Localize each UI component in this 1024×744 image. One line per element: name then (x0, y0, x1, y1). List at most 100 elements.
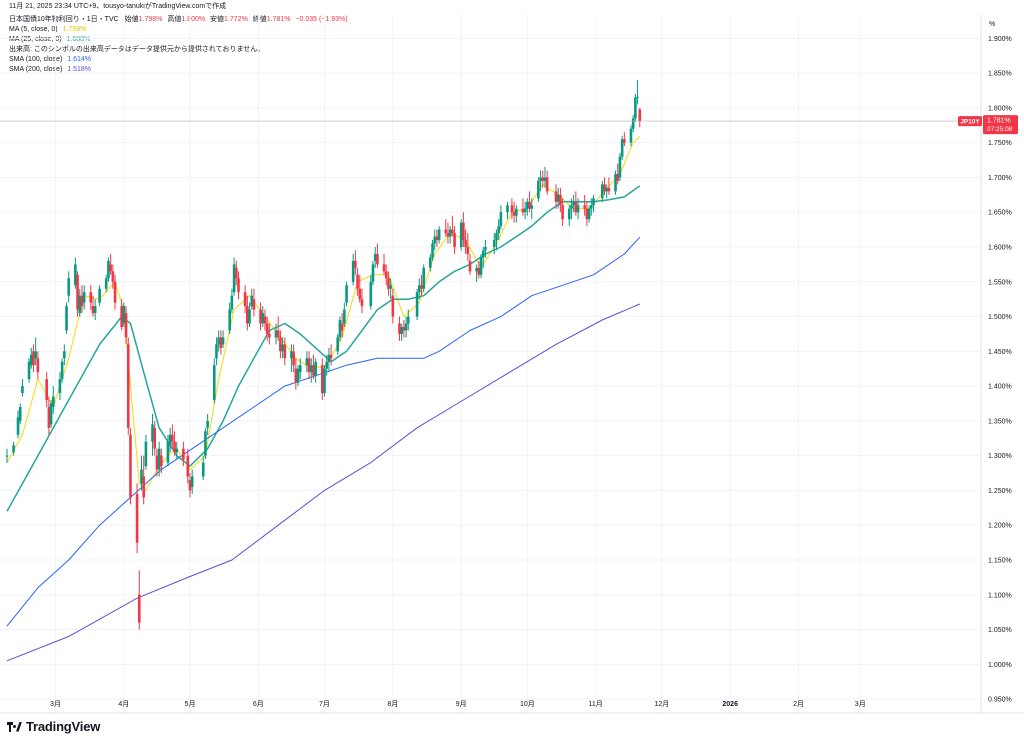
candle-body (283, 344, 287, 359)
candle-body (137, 594, 141, 623)
candle-body (65, 306, 68, 331)
candle-body (327, 354, 331, 362)
candle-body (243, 292, 247, 307)
indicator-line (6, 136, 641, 491)
candle-body (235, 267, 238, 279)
candle-body (389, 285, 392, 289)
candle-body (263, 316, 267, 324)
indicator-ma25[interactable]: MA (25, close, 0) 1.688% (9, 35, 90, 44)
candle-body (468, 260, 472, 272)
y-tick-label: 1.550% (988, 279, 1012, 286)
candle-body (268, 333, 271, 338)
candle-body (462, 222, 465, 241)
symbol-legend[interactable]: 日本国債10年物利回り・1日・TVC 始値1.798% 高値1.800% 安値1… (9, 15, 348, 24)
candle-body (186, 455, 190, 477)
candle-body (559, 194, 562, 206)
candle-body (82, 292, 86, 303)
last-price-tag (983, 115, 1018, 135)
candle-body (135, 493, 139, 543)
x-tick-label: 6月 (253, 700, 264, 708)
candle-body (404, 323, 408, 331)
y-tick-label: 1.650% (988, 210, 1012, 217)
tradingview-logo[interactable]: TradingView (7, 719, 100, 734)
close-label: 終値 (252, 16, 267, 23)
last-price-overlay: JP10Y 1.781%07:25:08 (0, 115, 1018, 135)
candle-body (217, 337, 220, 345)
indicator-ma5[interactable]: MA (5, close, 0) 1.759% (9, 25, 86, 34)
candle-body (373, 253, 377, 261)
candle-body (16, 417, 20, 435)
tradingview-logo-icon (7, 721, 22, 732)
candle-body (129, 434, 132, 498)
candle-body (583, 205, 586, 209)
y-tick-label: 1.750% (988, 140, 1012, 147)
candle-body (188, 480, 192, 491)
candle-body (589, 205, 593, 209)
y-tick-label: 1.600% (988, 245, 1012, 252)
candle-body (601, 184, 604, 199)
bar-countdown: 07:25:08 (987, 126, 1013, 133)
created-text: 11月 21, 2025 23:34 UTC+9、tousyo-tanukiがT… (9, 3, 227, 10)
grid (0, 14, 981, 713)
y-tick-label: 1.100% (988, 592, 1012, 599)
last-price-value: 1.781% (987, 118, 1011, 125)
low-value: 1.772% (224, 16, 248, 23)
candle-body (52, 396, 55, 407)
candle-body (466, 247, 470, 254)
candle-body (638, 109, 642, 122)
candle-body (574, 201, 578, 213)
candle-body (629, 128, 633, 143)
candle-body (182, 448, 185, 460)
candle-body (122, 306, 126, 324)
candle-body (18, 406, 22, 421)
candle-body (429, 257, 432, 268)
candle-body (144, 441, 148, 467)
candle-body (221, 337, 225, 345)
x-tick-label: 9月 (456, 700, 467, 708)
candle-body (530, 205, 534, 209)
candle-body (464, 240, 467, 247)
candle-body (201, 462, 205, 477)
indicator-line (6, 185, 641, 512)
candle-body (420, 285, 423, 289)
candle-body (510, 205, 514, 213)
candle-body (415, 292, 419, 317)
candle-body (261, 313, 265, 324)
axes: % 0.950% 1.000% 1.050% 1.100% 1.150% 1.200% 1.… (0, 14, 1024, 714)
candle-body (545, 177, 549, 192)
candle-body (58, 379, 62, 394)
candle-body (309, 365, 313, 373)
y-tick-label: 1.050% (988, 627, 1012, 634)
candle-body (237, 278, 240, 293)
candle-body (274, 330, 278, 338)
candle-body (265, 323, 269, 334)
chart-created-line: 11月 21, 2025 23:34 UTC+9、tousyo-tanukiがT… (9, 2, 226, 11)
candle-body (292, 351, 295, 366)
candle-body (422, 267, 426, 289)
candle-body (215, 344, 218, 359)
indicator-value: 1.688% (66, 36, 91, 43)
candle-body (495, 233, 498, 241)
candle-body (5, 455, 9, 457)
candle-body (279, 337, 282, 352)
indicator-sma100[interactable]: SMA (100, close) 1.614% (9, 55, 91, 64)
indicator-volume[interactable]: 出来高: このシンボルの出来高データはデータ提供元から提供されておりません。 (9, 45, 264, 54)
candle-body (74, 264, 77, 286)
indicator-line (6, 303, 640, 662)
x-tick-label: 3月 (50, 700, 61, 708)
indicator-sma200[interactable]: SMA (200, close) 1.518% (9, 65, 91, 74)
candle-body (168, 434, 172, 446)
candle-body (230, 295, 234, 310)
candle-body (587, 208, 591, 220)
candle-body (570, 205, 573, 209)
candle-body (190, 476, 194, 487)
candle-body (554, 191, 558, 202)
candle-body (406, 316, 410, 324)
indicator-label: SMA (100, close) (9, 56, 63, 63)
candle-body (276, 330, 280, 338)
candle-body (400, 326, 403, 334)
y-tick-label: 1.300% (988, 453, 1012, 460)
candle-body (47, 406, 51, 428)
candle-body (80, 295, 84, 307)
